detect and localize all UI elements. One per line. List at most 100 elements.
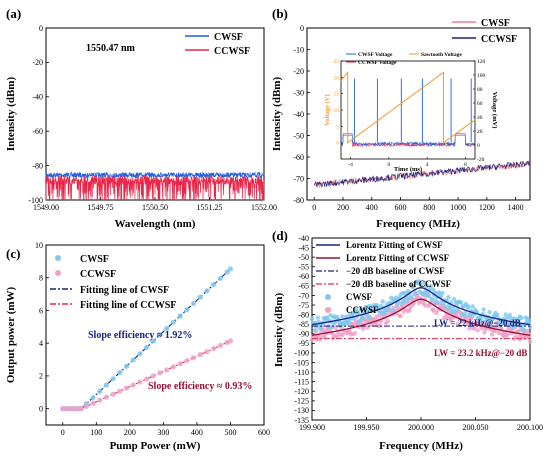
inset-ytick-right-label: 40 (477, 115, 483, 121)
panel-d-point-ccwsf (489, 332, 495, 337)
panel-c-point-cwsf (184, 307, 190, 313)
panel-c-xtick-label: 200 (124, 428, 136, 437)
panel-d-point-cwsf (312, 328, 317, 333)
panel-c-legend-fit-ccwsf: Fitting line of CCWSF (80, 300, 176, 311)
panel-c-point-ccwsf (191, 355, 197, 361)
panel-d-point-cwsf (360, 316, 365, 321)
panel-d-ytick-label: -120 (294, 387, 309, 396)
inset-ytick-left-label: 10 (334, 108, 340, 114)
panel-c-point-ccwsf (137, 379, 143, 385)
panel-b-ytick-label: -50 (293, 131, 304, 140)
inset-ytick-right-label: -20 (477, 157, 485, 163)
panel-c-point-cwsf (170, 319, 176, 325)
panel-c-point-cwsf (227, 266, 234, 272)
panel-d-point-cwsf (404, 298, 410, 303)
panel-b: 0 200 400 600 800 1000 1200 14000-10-20-30-40-5… (271, 18, 531, 230)
panel-d-ytick-label: -65 (298, 282, 309, 291)
panel-d-point-cwsf (487, 309, 492, 315)
inset-ytick-right-label: 20 (477, 129, 483, 135)
panel-c-point-ccwsf (197, 352, 203, 358)
panel-d-point-ccwsf (378, 323, 383, 328)
panel-b-xtick-label: 400 (366, 203, 378, 212)
panel-c-ytick-label: 6 (39, 306, 43, 315)
panel-d-fit-cwsf (311, 287, 531, 326)
panel-d-point-cwsf (411, 283, 416, 289)
panel-b-ylabel: Intensity (dBm) (271, 77, 283, 152)
panel-d-ytick-label: -75 (298, 301, 309, 310)
panel-d-annotation-cwsf: LW = 22 kHz@−20 dB (434, 318, 521, 328)
panel-a-legend-ccwsf: CCWSF (214, 46, 250, 57)
inset-sawtooth-voltage (340, 70, 476, 144)
panel-c-point-ccwsf (217, 342, 223, 349)
inset-ytick-left-label: 20 (334, 75, 340, 81)
panel-b-legend-ccwsf: CCWSF (481, 34, 517, 45)
panel-d-legend-fit-ccwsf: Lorentz Fitting of CCWSF (346, 253, 450, 263)
panel-a-xtick-label: 1552.00 (251, 203, 277, 212)
inset-ytick-right-label: 100 (477, 73, 486, 79)
panel-d-ytick-label: -105 (294, 358, 309, 367)
panel-c-point-cwsf (177, 313, 183, 319)
panel-c: 0 100 200 300 400 500 600 0 2 4 6 8 10 CWSF CCWSF Fi… (5, 241, 270, 452)
panel-c-ytick-label: 0 (39, 404, 43, 413)
panel-c-ylabel: Output power (mW) (5, 286, 17, 383)
inset-legend-ccwsf: CCWSF Voltage (358, 60, 397, 66)
panel-b-ytick-label: -10 (293, 45, 304, 54)
panel-c-xlabel: Pump Power (mW) (110, 440, 201, 452)
panel-d-point-ccwsf (466, 322, 471, 327)
panel-c-legend-swatch-cwsf (55, 255, 61, 261)
inset-xtick-label: 4 (426, 162, 429, 168)
panel-d-point-cwsf (455, 307, 460, 312)
panel-d-annotation-ccwsf: LW = 23.2 kHz@−20 dB (434, 348, 527, 358)
panel-d-ytick-label: -110 (295, 368, 309, 377)
panel-c-point-cwsf (191, 300, 197, 306)
panel-a-xtick-label: 1550.50 (142, 203, 168, 212)
panel-d-point-cwsf (367, 315, 373, 320)
panel-b-xtick-label: 1400 (508, 203, 524, 212)
panel-c-ytick-label: 10 (35, 241, 43, 250)
panel-d-point-cwsf (386, 306, 391, 311)
panel-c-annotation-cwsf: Slope efficiency ≈ 1.92% (88, 330, 192, 341)
panel-d-point-cwsf (374, 303, 379, 308)
panel-c-point-ccwsf (83, 403, 89, 409)
panel-d-point-ccwsf (467, 326, 472, 331)
inset-ytick-right-label: 60 (477, 101, 483, 107)
panel-d-point-cwsf (495, 312, 500, 317)
panel-c-point-cwsf (117, 369, 123, 376)
panel-d-ytick-label: -100 (294, 349, 309, 358)
panel-b-ytick-label: -70 (293, 174, 304, 183)
panel-d-label: (d) (272, 228, 288, 243)
panel-d-point-ccwsf (448, 318, 454, 323)
panel-d-point-cwsf (380, 299, 385, 304)
panel-d-point-cwsf (479, 317, 484, 323)
panel-d-ytick-label: -60 (298, 272, 309, 281)
panel-c-point-cwsf (137, 351, 143, 357)
panel-a-label: (a) (6, 6, 21, 21)
panel-b-xtick-label: 0 (312, 203, 316, 212)
inset-xlabel: Time (ms) (394, 166, 422, 173)
inset-legend-cwsf: CWSF Voltage (358, 52, 393, 58)
panel-c-legend-fit-cwsf: Fitting line of CWSF (80, 285, 169, 296)
panel-c-point-cwsf (90, 395, 96, 401)
panel-d-point-cwsf (436, 290, 442, 295)
panel-c-legend-cwsf: CWSF (80, 254, 109, 265)
panel-d: 199.900 199.950 200.000 200.050 200.100 -40-4… (273, 234, 543, 452)
panel-b-xtick-label: 1200 (479, 203, 495, 212)
panel-d-point-cwsf (315, 315, 321, 320)
panel-d-point-cwsf (413, 290, 418, 295)
panel-d-point-cwsf (367, 303, 372, 309)
panel-d-ytick-label: -50 (298, 253, 309, 262)
panel-d-point-cwsf (446, 295, 451, 300)
panel-d-ytick-label: -55 (298, 263, 309, 272)
panel-a-xtick-label: 1549.75 (88, 203, 114, 212)
panel-d-xtick-label: 200.000 (408, 423, 434, 432)
panel-b-xtick-label: 200 (337, 203, 349, 212)
panel-d-point-cwsf (489, 320, 494, 325)
panel-d-point-cwsf (470, 304, 475, 309)
panel-c-point-cwsf (123, 363, 130, 369)
panel-d-xtick-label: 200.050 (463, 423, 489, 432)
panel-c-point-ccwsf (150, 373, 156, 379)
panel-c-point-ccwsf (117, 388, 123, 394)
panel-c-point-ccwsf (78, 406, 84, 412)
